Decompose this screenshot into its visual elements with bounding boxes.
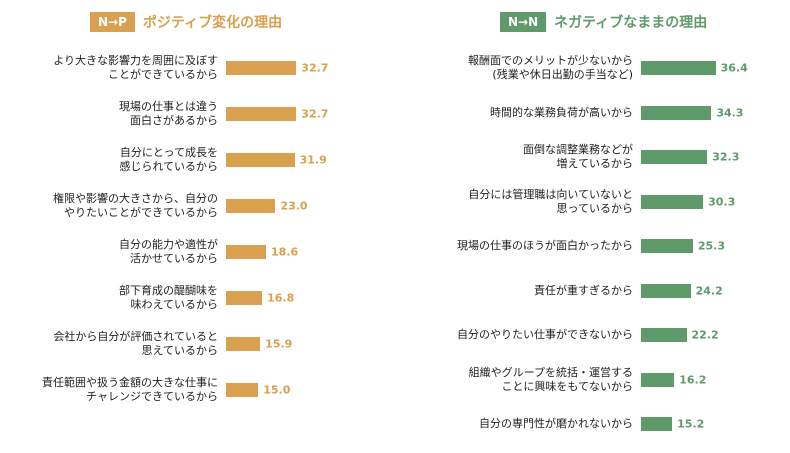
- value-label: 16.2: [679, 373, 707, 386]
- value-label: 15.0: [263, 383, 291, 397]
- positive-reasons-panel: N→P ポジティブ変化の理由 より大きな影響力を周囲に及ぼす ことができているか…: [0, 12, 395, 410]
- bar-row: 自分のやりたい仕事ができないから 22.2: [395, 315, 790, 355]
- bar: [226, 337, 261, 351]
- bar: [226, 153, 295, 167]
- category-label: 自分の能力や適性が 活かせているから: [119, 238, 218, 265]
- bar-row: 面倒な調整業務などが 増えているから 32.3: [395, 137, 790, 177]
- value-label: 31.9: [299, 153, 327, 167]
- bar: [226, 107, 297, 121]
- bar-row: 責任範囲や扱う金額の大きな仕事に チャレンジできているから 15.0: [0, 370, 395, 410]
- bar: [226, 291, 263, 305]
- bar: [226, 245, 266, 259]
- value-label: 24.2: [695, 284, 723, 297]
- category-label: 時間的な業務負荷が高いから: [490, 105, 633, 119]
- negative-reasons-panel: N→N ネガティブなままの理由 報酬面でのメリットが少ないから (残業や休日出勤…: [395, 0, 790, 453]
- category-label: 現場の仕事のほうが面白かったから: [457, 239, 633, 252]
- category-label: 責任範囲や扱う金額の大きな仕事に チャレンジできているから: [42, 376, 218, 403]
- negative-panel-title: N→N ネガティブなままの理由: [500, 12, 707, 32]
- negative-title-text: ネガティブなままの理由: [554, 15, 708, 31]
- bar-row: 組織やグループを統括・運営する ことに興味をもてないから 16.2: [395, 360, 790, 400]
- bar: [641, 150, 708, 164]
- bar: [641, 283, 691, 298]
- bar: [226, 61, 297, 75]
- bar-row: 自分には管理職は向いていないと 思っているから 30.3: [395, 182, 790, 222]
- category-label: 部下育成の醍醐味を 味わえているから: [119, 284, 218, 311]
- bar-row: 時間的な業務負荷が高いから 34.3: [395, 93, 790, 133]
- category-label: 組織やグループを統括・運営する ことに興味をもてないから: [468, 365, 633, 393]
- bar: [641, 417, 673, 431]
- bar-row: 自分の専門性が磨かれないから 15.2: [395, 404, 790, 444]
- bar: [641, 328, 687, 342]
- category-label: 自分にとって成長を 感じられているから: [119, 146, 218, 173]
- bar-row: 会社から自分が評価されていると 思えているから 15.9: [0, 324, 395, 364]
- value-label: 32.7: [301, 107, 329, 121]
- value-label: 22.2: [691, 328, 719, 342]
- value-label: 32.3: [712, 150, 740, 164]
- category-label: 面倒な調整業務などが 増えているから: [523, 143, 633, 170]
- category-label: 権限や影響の大きさから、自分の やりたいことができているから: [53, 192, 218, 219]
- category-label: 現場の仕事とは違う 面白さがあるから: [119, 100, 218, 127]
- bar: [641, 239, 693, 253]
- positive-title-text: ポジティブ変化の理由: [142, 15, 283, 31]
- category-label: 自分のやりたい仕事ができないから: [457, 328, 633, 341]
- category-label: 会社から自分が評価されていると 思えているから: [53, 330, 218, 357]
- bar-row: 権限や影響の大きさから、自分の やりたいことができているから 23.0: [0, 186, 395, 226]
- bar-row: 部下育成の醍醐味を 味わえているから 16.8: [0, 278, 395, 318]
- nn-tag: N→N: [500, 12, 547, 32]
- category-label: 自分には管理職は向いていないと 思っているから: [468, 187, 633, 215]
- bar-row: 自分にとって成長を 感じられているから 31.9: [0, 140, 395, 180]
- bar-row: より大きな影響力を周囲に及ぼす ことができているから 32.7: [0, 48, 395, 88]
- bar: [226, 199, 276, 213]
- value-label: 34.3: [716, 106, 744, 119]
- bar: [641, 105, 712, 120]
- bar-row: 報酬面でのメリットが少ないから (残業や休日出勤の手当など) 36.4: [395, 48, 790, 88]
- value-label: 18.6: [270, 245, 299, 259]
- category-label: 責任が重すぎるから: [534, 283, 633, 297]
- category-label: 報酬面でのメリットが少ないから (残業や休日出勤の手当など): [468, 54, 633, 81]
- np-tag: N→P: [90, 12, 135, 32]
- bar-row: 現場の仕事のほうが面白かったから 25.3: [395, 226, 790, 266]
- bar-row: 現場の仕事とは違う 面白さがあるから 32.7: [0, 94, 395, 134]
- positive-panel-title: N→P ポジティブ変化の理由: [90, 12, 282, 32]
- bar-row: 責任が重すぎるから 24.2: [395, 271, 790, 311]
- value-label: 32.7: [301, 61, 329, 75]
- bar-row: 自分の能力や適性が 活かせているから 18.6: [0, 232, 395, 272]
- value-label: 16.8: [267, 291, 295, 305]
- value-label: 23.0: [280, 199, 308, 213]
- bar: [641, 372, 675, 387]
- value-label: 15.2: [677, 417, 705, 431]
- bar: [641, 61, 716, 75]
- category-label: 自分の専門性が磨かれないから: [479, 417, 633, 430]
- category-label: より大きな影響力を周囲に及ぼす ことができているから: [53, 54, 218, 81]
- value-label: 30.3: [708, 195, 736, 208]
- bar: [641, 194, 704, 209]
- value-label: 25.3: [697, 239, 725, 253]
- value-label: 36.4: [720, 61, 748, 75]
- bar: [226, 383, 259, 397]
- value-label: 15.9: [265, 337, 293, 351]
